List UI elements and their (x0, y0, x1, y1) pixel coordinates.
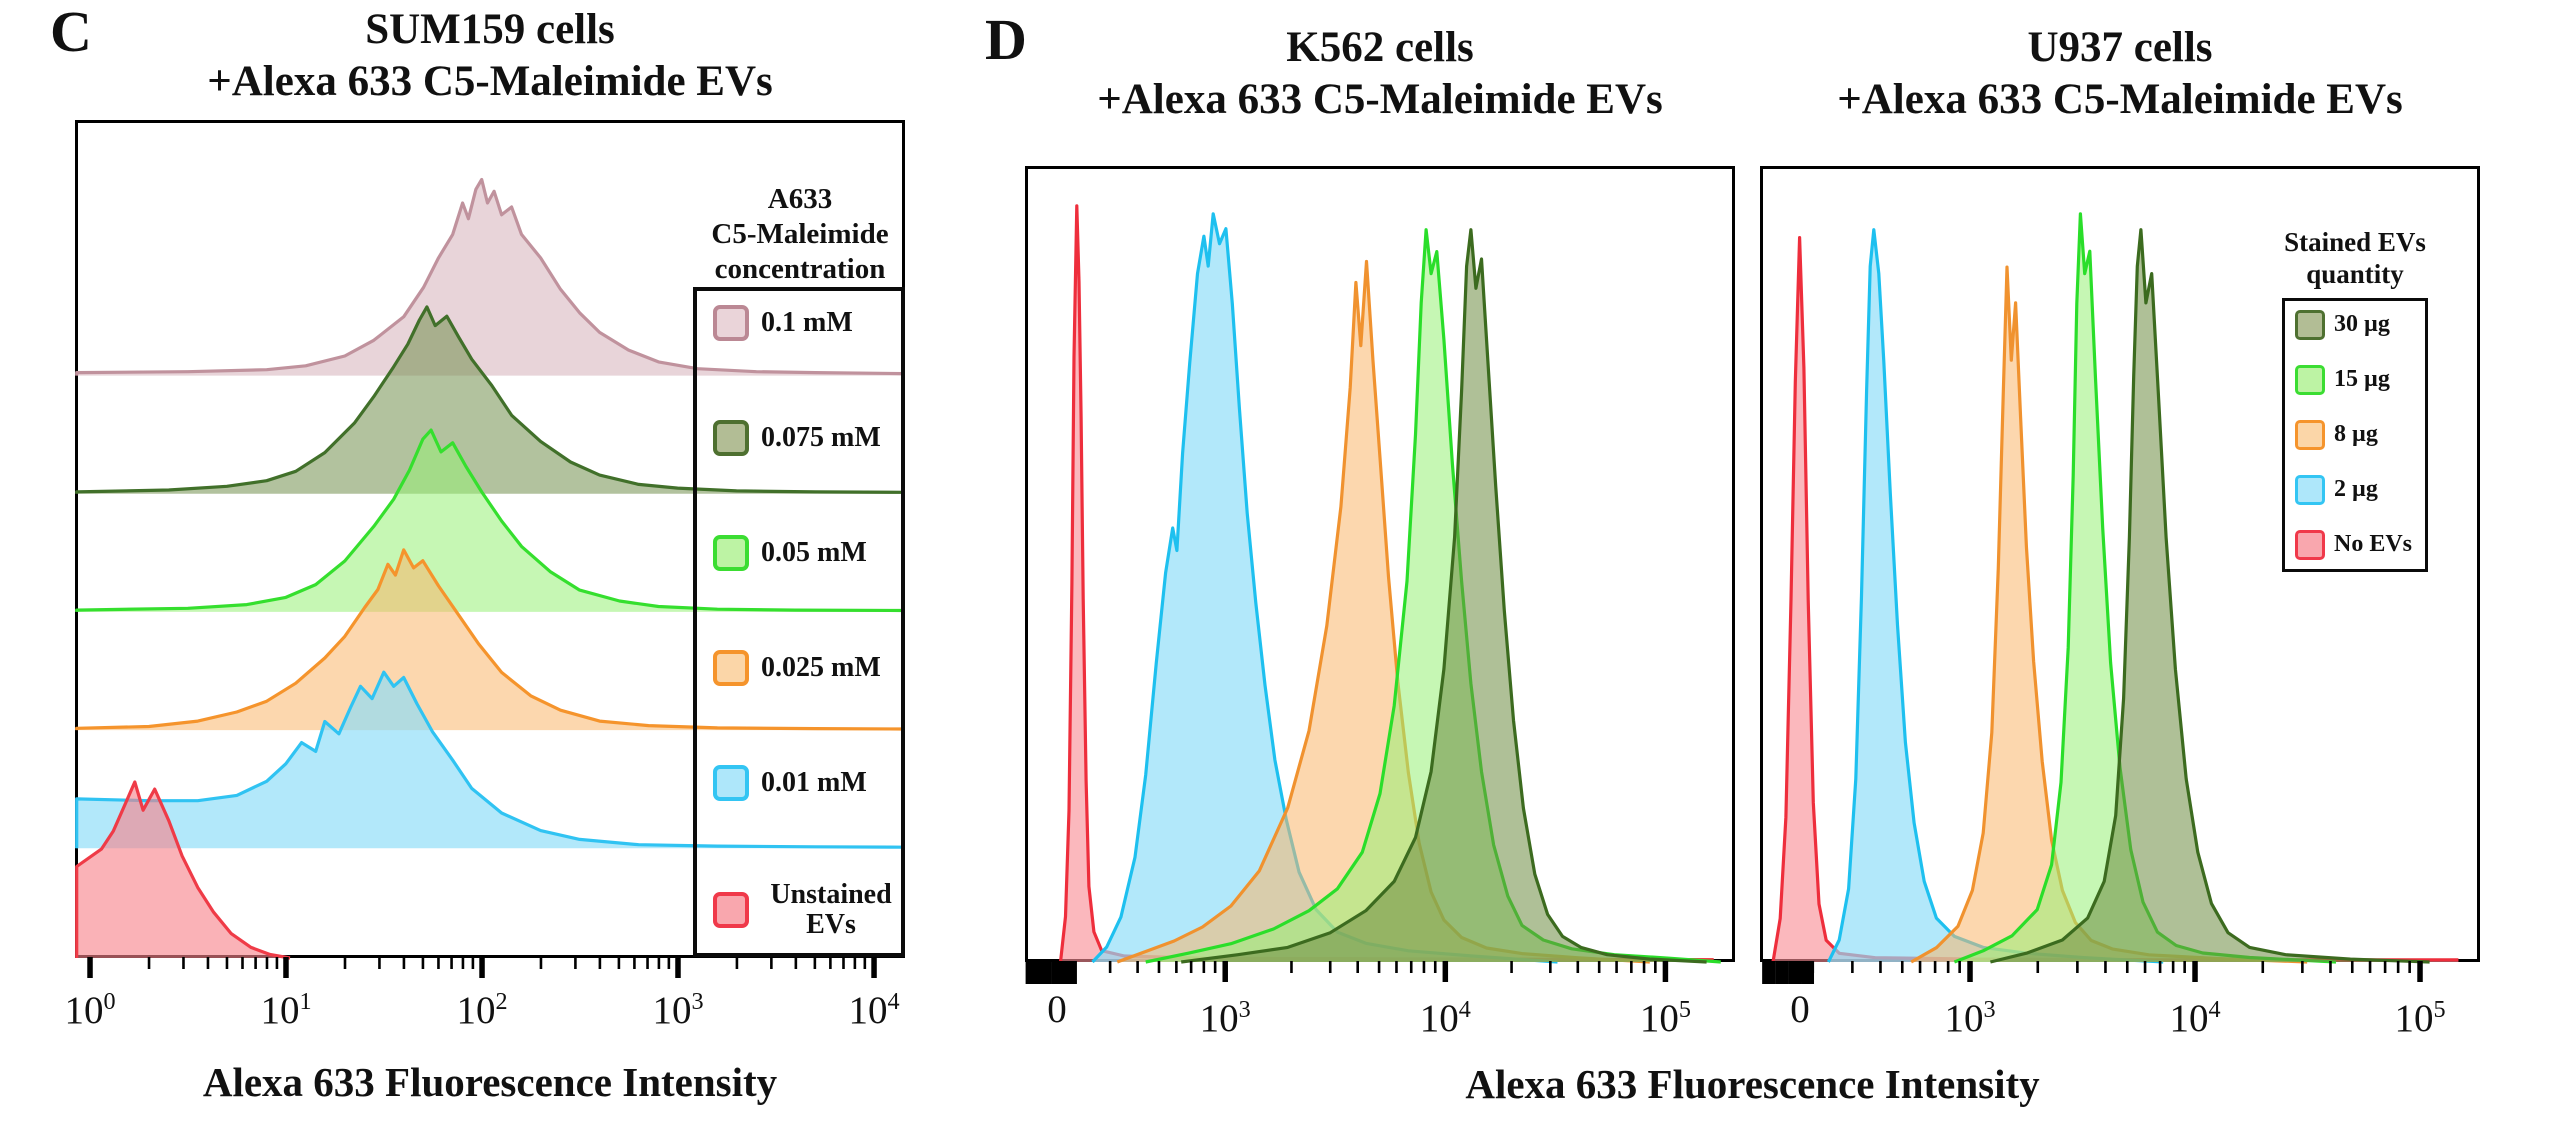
series-fill-Unstained EVs (76, 782, 290, 958)
series-fill-0.05 mM (76, 430, 905, 612)
legend-item-label: 2 µg (2334, 476, 2378, 503)
x-tick-label: 105 (1639, 996, 1691, 1040)
x-tick-label: 104 (2169, 996, 2221, 1040)
legend-item: 0.025 mM (697, 650, 901, 687)
x-tick-label: 100 (64, 988, 116, 1032)
legend-item-label: 0.05 mM (761, 537, 867, 569)
series-fill-0.075 mM (76, 306, 905, 494)
u937-legend-title: Stained EVs quantity (2245, 226, 2465, 290)
u937-legend-title-line2: quantity (2306, 259, 2404, 289)
sum159-x-axis-label: Alexa 633 Fluorescence Intensity (202, 1059, 778, 1105)
legend-color-swatch (713, 535, 749, 572)
k562-title-line1: K562 cells (1286, 24, 1474, 71)
u937-title: U937 cells +Alexa 633 C5-Maleimide EVs (1760, 22, 2480, 126)
legend-item: 0.01 mM (697, 765, 901, 802)
series-fill-30 µg (1181, 229, 1707, 962)
legend-item: 0.075 mM (697, 420, 901, 457)
panel-d-letter: D (985, 7, 1027, 72)
x-tick-label: 0 (1790, 988, 1810, 1031)
panel-c-letter: C (50, 0, 92, 64)
legend-item-label: 15 µg (2334, 366, 2390, 393)
legend-item: 0.1 mM (697, 305, 901, 341)
x-tick-label: 104 (1419, 996, 1471, 1040)
k562-x-tick-labels: 0 103 104 105 (1025, 988, 1735, 1060)
legend-item-label: 0.01 mM (761, 767, 867, 799)
panel-c-title-line1: SUM159 cells (365, 6, 615, 53)
series-fill-0.025 mM (76, 549, 905, 731)
legend-item-label: No EVs (2334, 531, 2413, 558)
u937-legend-title-line1: Stained EVs (2284, 227, 2426, 257)
series-fill-8 µg (1117, 261, 1650, 962)
x-tick-label: 103 (652, 988, 704, 1032)
x-tick-label: 102 (456, 988, 508, 1032)
series-fill-2 µg (1092, 213, 1558, 963)
u937-x-tick-labels: 0 103 104 105 (1760, 988, 2480, 1060)
legend-item-label: 0.025 mM (761, 652, 881, 684)
panel-d-x-axis-label: Alexa 633 Fluorescence Intensity (1465, 1061, 2040, 1107)
legend-color-swatch (713, 420, 749, 457)
legend-item: Unstained EVs (697, 880, 901, 939)
series-outline-0.075 mM (75, 305, 905, 494)
u937-title-line2: +Alexa 633 C5-Maleimide EVs (1837, 76, 2403, 123)
sum159-legend-title: A633 C5-Maleimide concentration (640, 182, 960, 287)
series-outline-30 µg (1990, 228, 2430, 964)
sum159-histogram-plot (75, 120, 905, 978)
legend-item: 0.05 mM (697, 535, 901, 572)
u937-legend-box: 30 µg 15 µg 8 µg 2 µg No EVs (2282, 298, 2428, 572)
legend-item-label: 0.1 mM (761, 307, 853, 339)
sum159-legend-title-line1: A633 (767, 183, 833, 215)
series-fill-8 µg (1911, 267, 2308, 963)
legend-item: No EVs (2285, 530, 2425, 560)
x-tick-label: 0 (1047, 988, 1067, 1031)
u937-title-line1: U937 cells (2027, 24, 2213, 71)
legend-color-swatch (713, 305, 749, 341)
legend-color-swatch (2295, 365, 2325, 395)
series-outline-Unstained EVs (75, 780, 291, 960)
series-fill-0.1 mM (76, 179, 905, 376)
panel-c-title-line2: +Alexa 633 C5-Maleimide EVs (207, 58, 773, 105)
k562-title: K562 cells +Alexa 633 C5-Maleimide EVs (1025, 22, 1735, 126)
x-tick-label: 105 (2394, 996, 2446, 1040)
legend-item-label: 30 µg (2334, 311, 2390, 338)
legend-item: 30 µg (2285, 310, 2425, 340)
series-outline-0.025 mM (75, 548, 905, 731)
k562-histogram-plot (1025, 166, 1735, 984)
x-tick-label: 103 (1199, 996, 1251, 1040)
legend-item-label: 8 µg (2334, 421, 2378, 448)
sum159-x-tick-labels: 100 101 102 103 104 (64, 980, 905, 1052)
series-fill-15 µg (1145, 229, 1721, 962)
legend-color-swatch (713, 891, 749, 928)
legend-color-swatch (713, 650, 749, 687)
series-outline-0.1 mM (75, 177, 905, 376)
series-fill-0.01 mM (76, 672, 905, 849)
sum159-legend-title-line3: concentration (714, 253, 886, 285)
legend-color-swatch (2295, 420, 2325, 450)
legend-item: 15 µg (2285, 365, 2425, 395)
legend-item-label: 0.075 mM (761, 422, 881, 454)
sum159-legend-box: 0.1 mM 0.075 mM 0.05 mM 0.025 mM 0.01 mM Unst… (693, 287, 905, 957)
series-outline-0.05 mM (75, 428, 905, 613)
panel-c-title: SUM159 cells +Alexa 633 C5-Maleimide EVs (75, 4, 905, 108)
x-tick-label: 103 (1944, 996, 1996, 1040)
legend-color-swatch (713, 765, 749, 802)
x-tick-label: 104 (848, 988, 900, 1032)
series-outline-0.01 mM (75, 670, 905, 849)
sum159-legend-title-line2: C5-Maleimide (711, 218, 889, 250)
k562-title-line2: +Alexa 633 C5-Maleimide EVs (1097, 76, 1663, 123)
legend-color-swatch (2295, 530, 2325, 560)
legend-item: 8 µg (2285, 420, 2425, 450)
legend-color-swatch (2295, 310, 2325, 340)
x-tick-label: 101 (260, 988, 312, 1032)
series-outline-30 µg (1180, 228, 1707, 964)
legend-color-swatch (2295, 475, 2325, 505)
legend-item: 2 µg (2285, 475, 2425, 505)
legend-item-label: Unstained EVs (770, 879, 892, 940)
